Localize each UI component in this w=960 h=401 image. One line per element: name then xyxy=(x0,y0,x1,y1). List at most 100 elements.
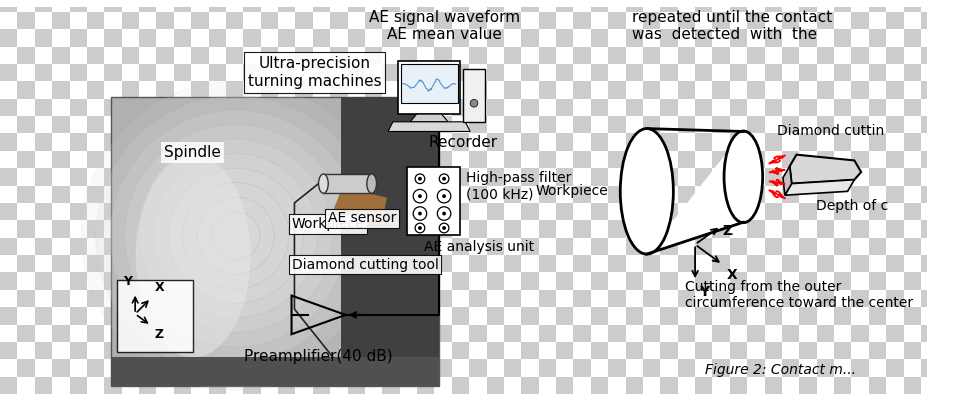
Bar xyxy=(730,186,747,203)
Bar xyxy=(191,12,208,29)
Bar xyxy=(539,81,556,99)
Bar xyxy=(174,359,191,377)
Bar xyxy=(122,255,139,272)
Bar xyxy=(417,47,435,64)
Bar xyxy=(556,134,573,151)
Bar xyxy=(678,377,695,394)
Bar xyxy=(382,168,399,186)
Bar xyxy=(365,151,382,168)
Bar xyxy=(487,238,504,255)
Bar xyxy=(747,290,764,307)
Bar xyxy=(573,272,590,290)
Bar xyxy=(208,377,226,394)
Bar xyxy=(747,377,764,394)
Bar xyxy=(17,12,35,29)
Bar xyxy=(782,203,800,220)
Bar xyxy=(382,47,399,64)
Bar xyxy=(122,220,139,238)
Bar xyxy=(678,220,695,238)
Bar xyxy=(730,307,747,324)
Text: Preamplifier(40 dB): Preamplifier(40 dB) xyxy=(244,349,393,364)
Bar xyxy=(921,116,938,134)
Bar xyxy=(869,47,886,64)
Bar xyxy=(313,307,330,324)
Bar xyxy=(556,64,573,81)
Bar xyxy=(243,324,261,342)
Bar xyxy=(52,307,69,324)
Bar xyxy=(243,151,261,168)
Bar xyxy=(0,272,17,290)
Bar xyxy=(886,255,903,272)
Bar xyxy=(747,12,764,29)
Bar xyxy=(712,307,730,324)
Bar xyxy=(17,255,35,272)
Bar xyxy=(296,307,313,324)
Bar xyxy=(590,168,609,186)
Bar xyxy=(609,47,626,64)
Bar xyxy=(643,29,660,47)
Bar xyxy=(17,168,35,186)
Bar xyxy=(365,186,382,203)
Bar xyxy=(800,168,817,186)
Bar xyxy=(313,168,330,186)
Bar xyxy=(156,377,174,394)
Bar xyxy=(504,377,521,394)
Bar xyxy=(122,324,139,342)
Bar xyxy=(278,47,296,64)
Bar xyxy=(35,307,52,324)
Bar xyxy=(678,99,695,116)
Bar xyxy=(487,116,504,134)
Bar xyxy=(399,47,417,64)
Bar xyxy=(382,29,399,47)
Bar xyxy=(35,377,52,394)
Bar xyxy=(243,377,261,394)
Bar xyxy=(903,168,921,186)
Bar xyxy=(226,220,243,238)
Bar xyxy=(539,307,556,324)
Bar xyxy=(678,12,695,29)
Bar xyxy=(69,255,87,272)
Bar xyxy=(782,255,800,272)
Bar xyxy=(886,186,903,203)
Bar xyxy=(469,272,487,290)
Bar xyxy=(695,307,712,324)
Bar xyxy=(643,151,660,168)
Bar xyxy=(17,290,35,307)
Bar xyxy=(348,151,365,168)
Bar xyxy=(834,255,852,272)
Bar xyxy=(382,151,399,168)
Bar xyxy=(695,186,712,203)
Bar xyxy=(69,151,87,168)
Bar xyxy=(330,168,348,186)
Bar xyxy=(695,272,712,290)
Bar xyxy=(852,272,869,290)
Bar xyxy=(348,307,365,324)
Bar xyxy=(139,220,156,238)
Bar xyxy=(609,0,626,12)
Bar xyxy=(348,134,365,151)
Bar xyxy=(590,64,609,81)
Bar xyxy=(105,307,122,324)
Bar xyxy=(712,64,730,81)
Bar xyxy=(330,0,348,12)
Bar xyxy=(782,99,800,116)
Bar xyxy=(695,47,712,64)
Bar xyxy=(747,255,764,272)
Bar xyxy=(0,0,17,12)
Bar xyxy=(313,64,330,81)
Bar xyxy=(886,168,903,186)
Bar xyxy=(695,359,712,377)
Bar xyxy=(660,12,678,29)
Bar xyxy=(0,64,17,81)
Bar xyxy=(17,186,35,203)
Bar xyxy=(0,377,17,394)
Bar xyxy=(435,377,452,394)
Bar xyxy=(521,377,539,394)
Bar xyxy=(521,238,539,255)
Bar xyxy=(417,290,435,307)
Circle shape xyxy=(418,212,421,215)
Bar xyxy=(521,307,539,324)
Bar xyxy=(0,359,17,377)
Bar xyxy=(278,220,296,238)
Bar xyxy=(573,12,590,29)
